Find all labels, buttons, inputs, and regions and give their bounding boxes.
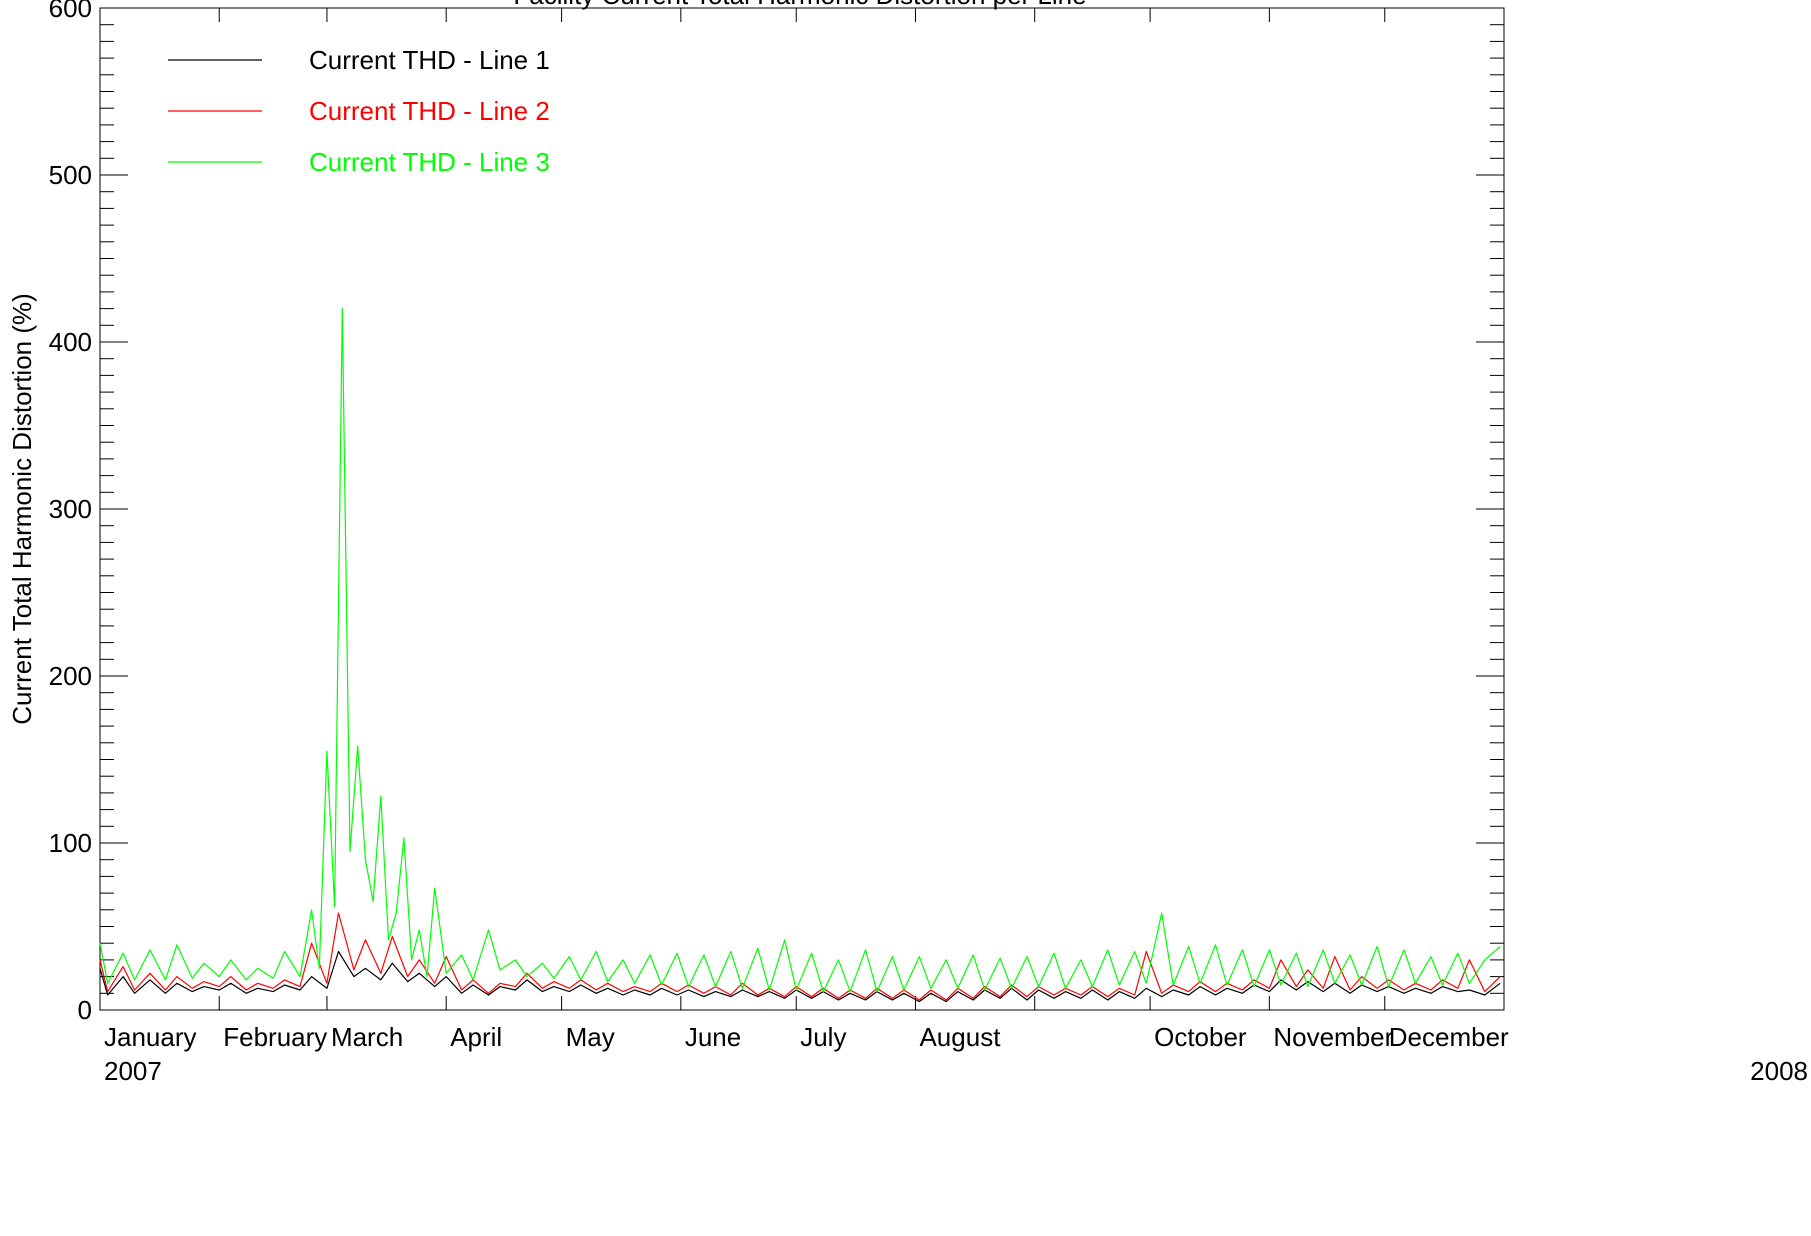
y-tick-label: 300 bbox=[49, 494, 92, 524]
chart-title: Facility Current Total Harmonic Distorti… bbox=[513, 0, 1086, 10]
start-year-label: 2007 bbox=[104, 1056, 162, 1086]
x-tick-label: February bbox=[223, 1022, 327, 1052]
y-tick-label: 500 bbox=[49, 160, 92, 190]
x-tick-label: October bbox=[1154, 1022, 1247, 1052]
y-tick-label: 100 bbox=[49, 828, 92, 858]
series-layer bbox=[99, 308, 1501, 1003]
x-tick-label: April bbox=[450, 1022, 502, 1052]
legend-label: Current THD - Line 3 bbox=[309, 147, 550, 177]
x-tick-label: January bbox=[104, 1022, 197, 1052]
x-tick-label: June bbox=[685, 1022, 741, 1052]
y-tick-label: 0 bbox=[78, 995, 92, 1025]
x-tick-label: July bbox=[800, 1022, 846, 1052]
y-tick-label: 400 bbox=[49, 327, 92, 357]
y-axis-ticks: 0 100 200 300 400 500 600 bbox=[49, 0, 1504, 1025]
x-tick-label: August bbox=[919, 1022, 1001, 1052]
x-tick-label: March bbox=[331, 1022, 403, 1052]
end-year-label: 2008 bbox=[1750, 1056, 1808, 1086]
legend: Current THD - Line 1 Current THD - Line 2… bbox=[168, 45, 550, 177]
x-tick-label: December bbox=[1389, 1022, 1509, 1052]
series-line bbox=[99, 912, 1501, 1001]
y-tick-label: 600 bbox=[49, 0, 92, 23]
y-tick-label: 200 bbox=[49, 661, 92, 691]
x-tick-label: May bbox=[566, 1022, 615, 1052]
x-axis-ticks: January February March April May June July Augu… bbox=[99, 8, 1509, 1052]
y-axis-label: Current Total Harmonic Distortion (%) bbox=[7, 293, 37, 725]
series-line bbox=[99, 308, 1501, 993]
legend-label: Current THD - Line 2 bbox=[309, 96, 550, 126]
x-tick-label: November bbox=[1273, 1022, 1393, 1052]
legend-label: Current THD - Line 1 bbox=[309, 45, 550, 75]
